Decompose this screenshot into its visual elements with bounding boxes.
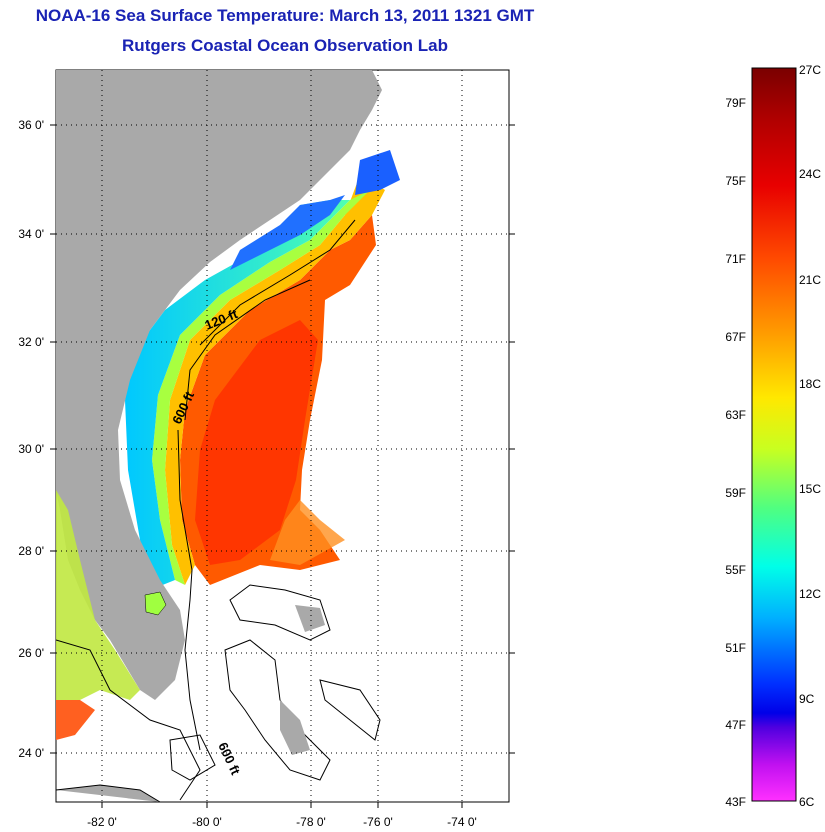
contour-keys (56, 639, 201, 801)
f-label: 79F (725, 96, 746, 110)
cold-shelf-water (125, 200, 350, 590)
c-label: 18C (799, 377, 821, 391)
c-label: 6C (799, 795, 815, 809)
lat-label: 24 0' (18, 746, 44, 760)
lat-label: 36 0' (18, 118, 44, 132)
great-bahama-bank (224, 639, 331, 781)
lat-label: 30 0' (18, 442, 44, 456)
bahamas-bank-north (229, 584, 331, 641)
lon-label: -82 0' (87, 815, 117, 829)
colorbar-fahrenheit-labels: 79F 75F 71F 67F 63F 59F 55F 51F 47F 43F (725, 96, 746, 809)
grand-bahama-island (295, 605, 325, 632)
lake-okeechobee (144, 591, 167, 616)
latitude-labels: 36 0' 34 0' 32 0' 30 0' 28 0' 26 0' 24 0… (18, 118, 44, 760)
hatteras-cold-water (355, 150, 400, 195)
shelf-break-band (165, 175, 385, 585)
warm-fringe (270, 500, 345, 565)
coastal-cold-water (230, 195, 345, 270)
lon-label: -80 0' (192, 815, 222, 829)
axis-ticks (50, 124, 515, 808)
cuba-coast (56, 784, 161, 802)
cay-sal-bank (169, 734, 216, 781)
mainland-landmass (56, 70, 382, 700)
contour-600ft (184, 279, 311, 421)
c-label: 15C (799, 482, 821, 496)
florida-keys-warm-water (56, 700, 95, 740)
lat-label: 26 0' (18, 646, 44, 660)
map-gridlines (56, 70, 509, 802)
f-label: 51F (725, 641, 746, 655)
map-subtitle: Rutgers Coastal Ocean Observation Lab (122, 36, 448, 55)
lon-label: -76 0' (363, 815, 393, 829)
f-label: 43F (725, 795, 746, 809)
map-title: NOAA-16 Sea Surface Temperature: March 1… (35, 6, 535, 25)
f-label: 75F (725, 174, 746, 188)
f-label: 59F (725, 486, 746, 500)
f-label: 67F (725, 330, 746, 344)
f-label: 55F (725, 563, 746, 577)
lat-label: 28 0' (18, 544, 44, 558)
f-label: 71F (725, 252, 746, 266)
longitude-labels: -82 0' -80 0' -78 0' -76 0' -74 0' (87, 815, 477, 829)
florida-bay-water (56, 490, 140, 730)
lat-label: 32 0' (18, 335, 44, 349)
colorbar (751, 67, 797, 802)
c-label: 9C (799, 692, 815, 706)
gulf-stream-core (195, 320, 318, 565)
lon-label: -74 0' (447, 815, 477, 829)
map-content (56, 70, 400, 802)
c-label: 12C (799, 587, 821, 601)
c-label: 24C (799, 167, 821, 181)
andros-island (280, 700, 310, 755)
c-label: 21C (799, 273, 821, 287)
exuma-bank (319, 679, 381, 741)
contour-florida-shelf (177, 429, 201, 751)
f-label: 47F (725, 718, 746, 732)
contour-120ft (199, 219, 356, 346)
f-label: 63F (725, 408, 746, 422)
mid-shelf-band (152, 190, 370, 585)
lat-label: 34 0' (18, 227, 44, 241)
lon-label: -78 0' (296, 815, 326, 829)
c-label: 27C (799, 63, 821, 77)
colorbar-celsius-labels: 27C 24C 21C 18C 15C 12C 9C 6C (799, 63, 821, 809)
